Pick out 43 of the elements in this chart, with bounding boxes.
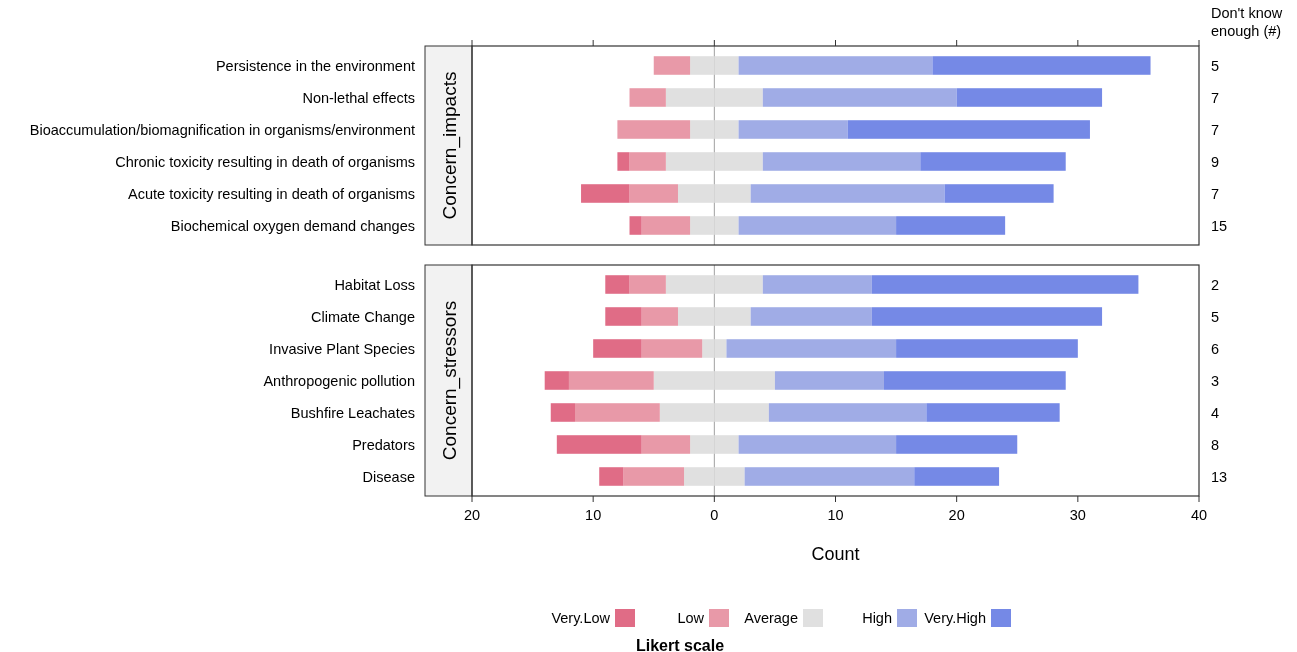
x-tick-label: 30 [1069,507,1086,523]
legend-label: Very.Low [551,610,611,627]
text: Concern_stressors [438,300,461,461]
text: 3 [1211,372,1220,389]
legend-label: High [862,610,892,627]
y-tick-label: Invasive Plant Species [269,340,415,357]
y-tick-label: Chronic toxicity resulting in death of organisms [115,153,415,170]
y-tick-label: Bushfire Leachates [290,404,415,421]
text: 5 [1211,57,1220,74]
legend-label: Very.High [924,610,986,627]
text: 6 [1211,340,1220,357]
y-tick-label: Acute toxicity resulting in death of organisms [128,185,415,202]
text: 7 [1211,89,1220,106]
text: 2 [1211,276,1220,293]
y-tick-label: Bioaccumulation/biomagnification in organisms/environment [29,121,415,138]
y-tick-label: Biochemical oxygen demand changes [170,217,415,234]
text: 8 [1211,436,1220,453]
x-tick-label: 20 [948,507,965,523]
y-tick-label: Climate Change [311,308,415,325]
text: 5 [1211,308,1220,325]
y-tick-label: Habitat Loss [334,276,415,293]
x-tick-label: 0 [710,507,719,523]
legend-label: Low [677,610,705,627]
text: 13 [1211,468,1228,485]
text: 7 [1211,185,1220,202]
y-tick-label: Disease [362,468,415,485]
y-tick-label: Predators [352,436,415,453]
x-axis-title: Count [811,544,860,564]
y-tick-label: Non-lethal effects [302,89,415,106]
legend-label: Average [744,610,798,627]
x-tick-label: 10 [827,507,844,523]
y-tick-label: Anthropogenic pollution [263,372,415,389]
x-tick-label: 10 [585,507,602,523]
text: 7 [1211,121,1220,138]
text: Don't know enough (#) [1211,5,1283,39]
legend-title: Likert scale [635,636,725,652]
y-tick-label: Persistence in the environment [215,57,415,74]
text: Concern_impacts [438,71,461,220]
text: 15 [1211,217,1228,234]
x-tick-label: 20 [463,507,481,523]
text: 9 [1211,153,1220,170]
x-tick-label: 40 [1190,507,1208,523]
text: 4 [1211,404,1220,421]
